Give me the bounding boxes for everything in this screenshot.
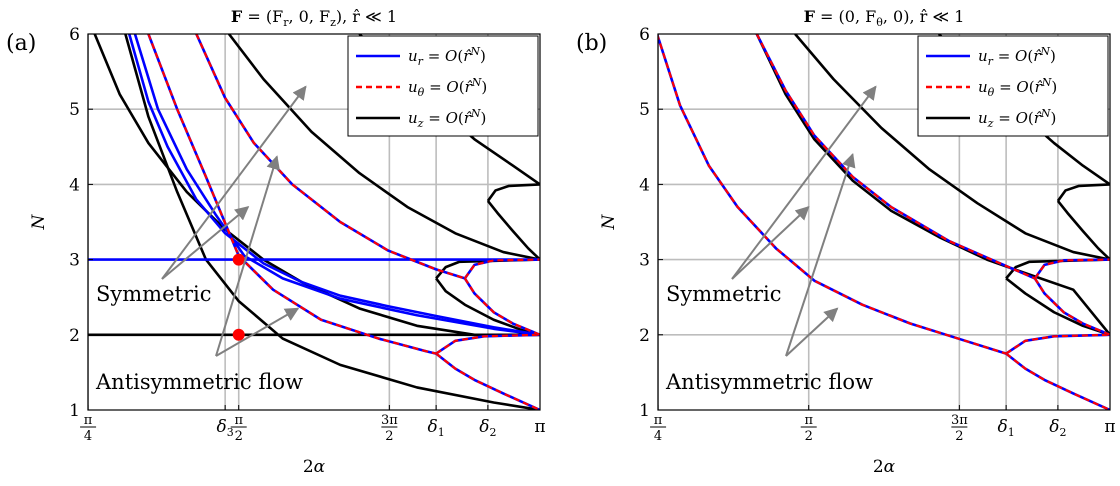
panel-a-series-line-20: [463, 258, 540, 280]
panel-a-series-line-2: [124, 34, 540, 410]
panel-a-annotation-arrow-1-0: [215, 155, 280, 357]
panel-a-series-line-19: [435, 333, 540, 355]
panel-a-ytick-label-3: 4: [69, 175, 80, 195]
panel-a-xtick-label-0-den: 4: [84, 429, 92, 444]
panel-b-series-line-8: [658, 34, 1007, 355]
panel-b-ytick-label-1: 2: [639, 326, 650, 346]
panel-a-legend-label-2: uz = O(r̂N): [408, 107, 486, 130]
panel-b-series-line-1: [794, 34, 1110, 261]
panel-b-series-line-12: [1005, 352, 1110, 410]
panel-a-marker-1: [232, 328, 245, 341]
panel-a-label: (a): [6, 31, 36, 56]
panel-a-series-line-23: [463, 277, 540, 336]
panel-a-xlabel: 2α: [303, 457, 326, 477]
panel-b-ytick-label-4: 5: [639, 100, 650, 120]
panel-a-xtick-label-6: π: [534, 417, 545, 437]
panel-a-series-line-10: [133, 34, 540, 337]
panel-b-ylabel: N: [599, 213, 619, 230]
panel-b-series-line-15: [1033, 258, 1110, 280]
panel-b-annotation-arrow-0-1: [731, 206, 810, 280]
panel-a-ytick-label-5: 6: [69, 25, 80, 45]
panel-b-xtick-label-2-den: 2: [955, 429, 963, 444]
panel-b-series-line-6: [1056, 200, 1110, 261]
panel-b-frame: [657, 33, 1111, 411]
panel-a-annotation-1: Antisymmetric flow: [95, 370, 303, 394]
panel-a-ytick-label-2: 3: [69, 251, 80, 271]
panel-b-series-line-4: [1005, 277, 1110, 337]
panel-b-legend-label-1: uθ = O(r̂N): [978, 76, 1057, 99]
panel-b-series-line-18: [1033, 277, 1110, 336]
panel-a-legend-label-0: ur = O(r̂N): [408, 45, 486, 68]
panel-b-xtick-label-1-den: 2: [805, 429, 813, 444]
panel-a-annotation-arrow-0-1: [161, 206, 250, 280]
panel-b-label: (b): [576, 31, 607, 56]
panel-b-annotation-arrow-1-1: [785, 307, 839, 357]
panel-a-xtick-label-4: δ1: [427, 417, 444, 439]
panel-a-xtick-label-1: δ3: [217, 417, 234, 439]
panel-b-series-line-10: [755, 34, 1036, 280]
panel-b-xtick-label-2-num: 3π: [951, 413, 968, 428]
panel-a-frame: [87, 33, 541, 411]
panel-a-annotation-arrow-0-0: [161, 85, 307, 280]
panel-a-series-line-8: [486, 200, 540, 261]
panel-b-ytick-label-3: 4: [639, 175, 650, 195]
panel-a-xtick-label-2-num: π: [234, 413, 243, 428]
panel-a-ytick-label-4: 5: [69, 100, 80, 120]
panel-a-legend: ur = O(r̂N) uθ = O(r̂N) uz = O(r̂N): [347, 35, 539, 137]
panel-a-annotation-0: Symmetric: [96, 282, 211, 306]
panel-a-annotation-arrow-1-1: [215, 307, 300, 357]
panel-b-xtick-label-3: δ1: [997, 417, 1014, 439]
panel-a-xtick-label-5: δ2: [479, 417, 496, 439]
panel-a-ytick-label-0: 1: [69, 401, 80, 421]
panel-b-annotation-0: Symmetric: [666, 282, 781, 306]
panel-b-ytick-label-5: 6: [639, 25, 650, 45]
panel-a-series-line-7: [486, 183, 540, 202]
panel-a-series-line-17: [435, 352, 540, 410]
panel-a-xtick-label-3-den: 2: [385, 429, 393, 444]
panel-a-legend-label-1: uθ = O(r̂N): [408, 76, 487, 99]
panel-b-xtick-label-0-den: 4: [654, 429, 662, 444]
panel-b-series-line-14: [1005, 333, 1110, 355]
panel-b-ytick-label-0: 1: [639, 401, 650, 421]
panel-a-series-line-6: [435, 277, 540, 337]
panel-a-marker-0: [232, 253, 245, 266]
panel-b-annotation-arrow-0-0: [731, 85, 877, 280]
panel-b-legend-label-2: uz = O(r̂N): [978, 107, 1056, 130]
panel-a-annotations: Symmetric Antisymmetric flow: [95, 85, 307, 394]
panel-b-xtick-label-0-num: π: [654, 413, 663, 428]
panel-b-legend: ur = O(r̂N) uθ = O(r̂N) uz = O(r̂N): [917, 35, 1109, 137]
panel-b-xtick-label-5: π: [1104, 417, 1115, 437]
panel-b-ytick-label-2: 3: [639, 251, 650, 271]
panel-a-xtick-label-2-den: 2: [235, 429, 243, 444]
panel-a-series-line-3: [227, 34, 540, 261]
panel-a-ylabel: N: [29, 213, 49, 230]
panel-a-ytick-label-1: 2: [69, 326, 80, 346]
panel-b-title: F = (0, Fθ, 0), r̂ ≪ 1: [804, 7, 965, 29]
panel-a-xtick-label-3-num: 3π: [381, 413, 398, 428]
panel-b-series-line-5: [1056, 183, 1110, 202]
panel-b-annotation-arrow-1-0: [785, 152, 856, 357]
panel-b-legend-label-0: ur = O(r̂N): [978, 45, 1056, 68]
panel-a-series-line-11: [127, 34, 540, 337]
panel-b-xlabel: 2α: [873, 457, 896, 477]
panel-b-xtick-label-1-num: π: [804, 413, 813, 428]
panel-b-series-line-0: [755, 34, 1110, 336]
panel-b-annotation-1: Antisymmetric flow: [665, 370, 873, 394]
panel-a-series-line-13: [147, 34, 437, 355]
panel-a-series-line-15: [195, 34, 466, 280]
panel-a-title: F = (Fr, 0, Fz), r̂ ≪ 1: [231, 7, 397, 29]
panel-b-xtick-label-4: δ2: [1049, 417, 1066, 439]
panel-a-xtick-label-0-num: π: [84, 413, 93, 428]
panel-b-annotations: Symmetric Antisymmetric flow: [665, 85, 877, 394]
